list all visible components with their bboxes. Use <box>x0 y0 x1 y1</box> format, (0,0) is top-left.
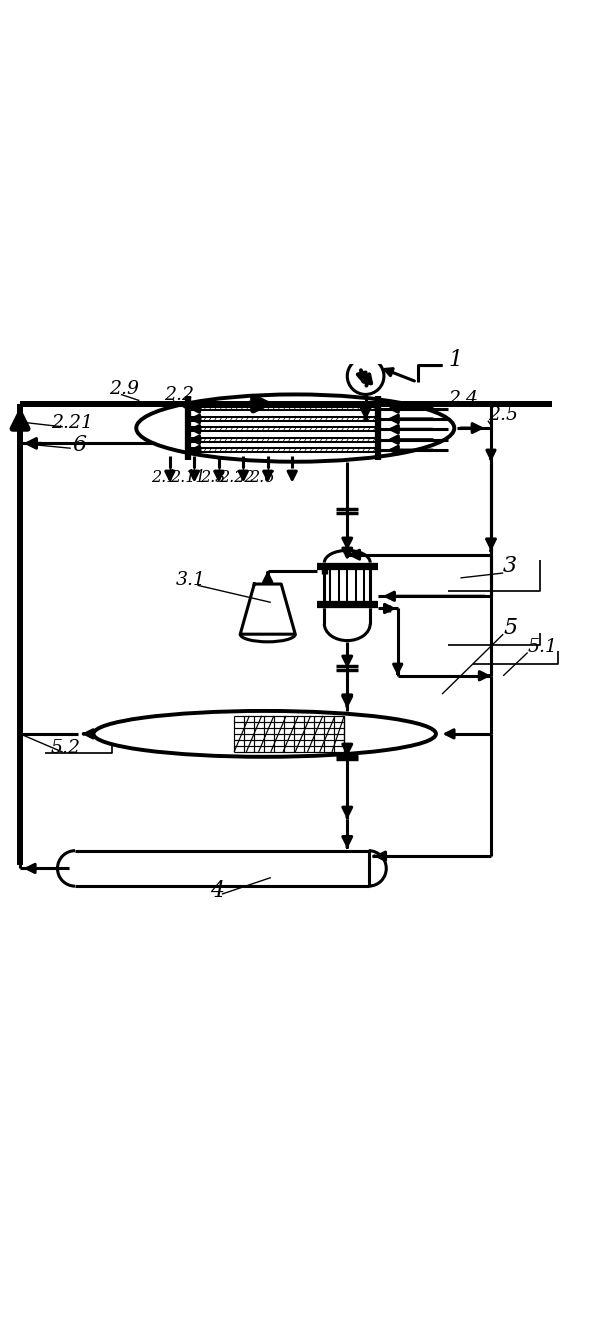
Text: 2.9: 2.9 <box>109 379 139 398</box>
Text: 1: 1 <box>448 348 462 371</box>
Text: 5.2: 5.2 <box>50 738 81 757</box>
Text: 5: 5 <box>503 616 517 638</box>
Text: 2.21: 2.21 <box>50 413 93 431</box>
Text: 2.22: 2.22 <box>220 469 255 485</box>
Text: 2.3: 2.3 <box>200 469 225 485</box>
Text: 2.4: 2.4 <box>448 390 478 409</box>
Text: 5.1: 5.1 <box>528 638 558 655</box>
Text: 2.1: 2.1 <box>151 469 177 485</box>
Text: 2.2: 2.2 <box>164 386 194 403</box>
Text: 2.11: 2.11 <box>170 469 206 485</box>
Text: 3: 3 <box>503 555 517 578</box>
Text: 6: 6 <box>72 434 86 456</box>
Text: 3.1: 3.1 <box>176 571 206 588</box>
Text: 4: 4 <box>210 879 224 902</box>
Text: 2.5: 2.5 <box>488 406 518 423</box>
Text: 2.6: 2.6 <box>249 469 274 485</box>
